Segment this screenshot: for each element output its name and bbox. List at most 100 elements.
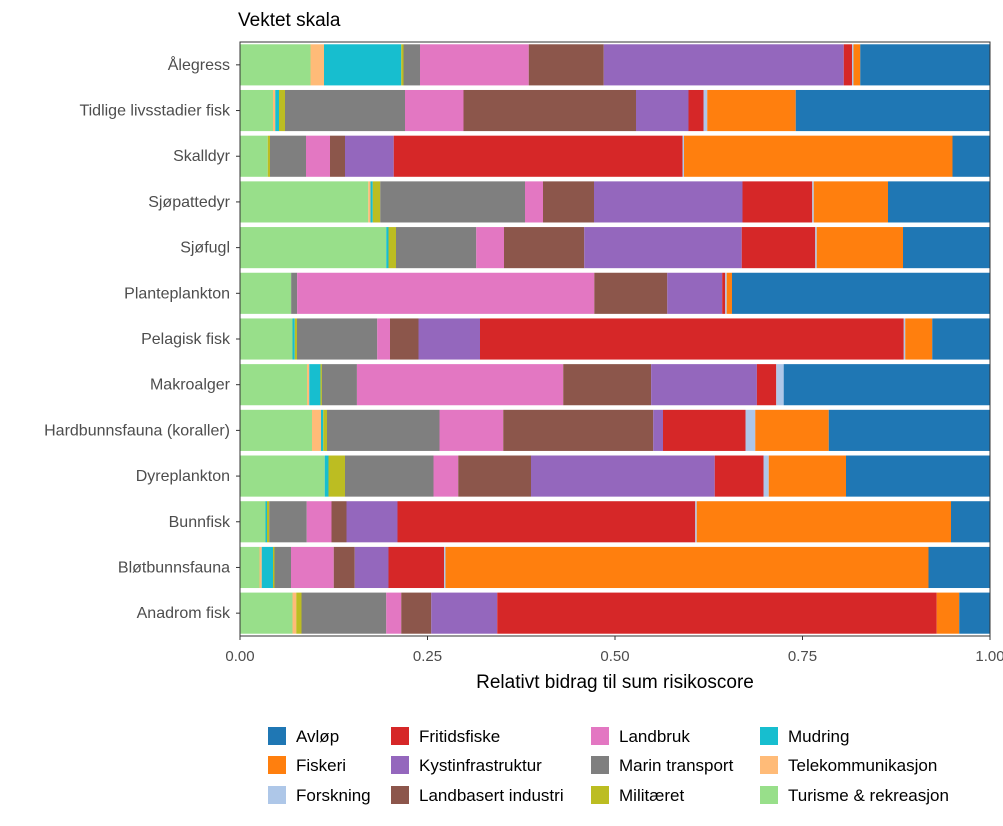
y-axis: Ålegress Tidlige livsstadier fisk Skalldyr… [44, 55, 240, 622]
y-tick-label: Bløtbunnsfauna [118, 559, 230, 576]
bar-segment [952, 135, 990, 177]
bar-segment [320, 364, 322, 406]
bar-segment [903, 227, 990, 269]
x-tick-label: 1.00 [975, 648, 1003, 665]
bar-segment [695, 501, 697, 543]
bar-segment [261, 546, 273, 589]
legend-swatch [760, 727, 778, 745]
legend-swatch [268, 786, 286, 804]
bar-segment [932, 318, 990, 360]
legend-swatch [591, 727, 609, 745]
bar-segment [463, 89, 636, 132]
legend-swatch [760, 756, 778, 774]
bar-segment [279, 89, 285, 132]
legend-swatch [760, 786, 778, 804]
bar-segment [688, 89, 704, 132]
legend-label: Fiskeri [296, 756, 346, 775]
bar-segment [327, 409, 440, 451]
bar-segment [333, 546, 355, 589]
bar-segment [390, 318, 419, 360]
bar-segment [815, 227, 817, 269]
bar-segment [267, 135, 270, 177]
bar-segment [405, 89, 464, 132]
bar-segment [323, 409, 327, 451]
bar-segment [696, 501, 951, 543]
bar-segment [240, 592, 293, 634]
y-tick-label: Hardbunnsfauna (koraller) [44, 422, 230, 439]
bar-segment [439, 409, 504, 451]
bar-segment [594, 181, 743, 223]
bar-segment [755, 409, 829, 451]
bar-segment [458, 455, 531, 497]
bar-segment [330, 135, 345, 177]
bar-segment [259, 546, 262, 589]
bar-segment [240, 409, 312, 451]
legend-label: Avløp [296, 727, 339, 746]
bar-segment [828, 409, 990, 451]
bar-segment [291, 272, 298, 314]
bar-segment [525, 181, 543, 223]
bar-segment [345, 455, 434, 497]
legend-swatch [391, 727, 409, 745]
legend-label: Fritidsfiske [419, 727, 500, 746]
bar-segment [368, 181, 371, 223]
bar-segment [294, 318, 297, 360]
bar-segment [388, 227, 396, 269]
bar-segment [310, 44, 324, 86]
bar-segment [306, 135, 330, 177]
bar-segment [331, 501, 347, 543]
bar-segment [663, 409, 746, 451]
bars-layer [240, 44, 990, 634]
x-tick-label: 0.00 [225, 648, 254, 665]
bar-segment [853, 44, 861, 86]
legend-swatch [391, 756, 409, 774]
bar-segment [504, 227, 585, 269]
bar-segment [380, 181, 525, 223]
bar-segment [741, 227, 816, 269]
bar-segment [795, 89, 990, 132]
bar-segment [928, 546, 990, 589]
legend-label: Marin transport [619, 756, 734, 775]
bar-segment [297, 318, 378, 360]
bar-segment [265, 501, 267, 543]
bar-segment [240, 227, 387, 269]
bar-segment [309, 364, 321, 406]
bar-segment [345, 135, 394, 177]
bar-segment [403, 44, 420, 86]
bar-segment [240, 181, 369, 223]
x-tick-label: 0.25 [413, 648, 442, 665]
bar-segment [860, 44, 990, 86]
bar-segment [328, 455, 345, 497]
bar-segment [240, 364, 308, 406]
bar-segment [240, 455, 325, 497]
legend-swatch [268, 727, 286, 745]
bar-segment [603, 44, 844, 86]
bar-segment [240, 135, 268, 177]
legend-label: Telekommunikasjon [788, 756, 937, 775]
bar-segment [936, 592, 960, 634]
y-tick-label: Planteplankton [124, 285, 230, 302]
bar-segment [684, 135, 953, 177]
bar-segment [240, 44, 311, 86]
y-tick-label: Bunnfisk [169, 514, 231, 531]
bar-segment [273, 546, 275, 589]
panel-border [239, 41, 991, 637]
y-tick-label: Tidlige livsstadier fisk [79, 103, 231, 120]
y-tick-label: Sjøpattedyr [148, 194, 230, 211]
bar-segment [431, 592, 498, 634]
x-axis-label: Relativt bidrag til sum risikoscore [476, 672, 754, 693]
bar-segment [703, 89, 708, 132]
bar-segment [346, 501, 398, 543]
y-tick-label: Anadrom fisk [137, 605, 231, 622]
bar-segment [240, 272, 292, 314]
bar-segment [714, 455, 764, 497]
bar-segment [386, 227, 389, 269]
bar-segment [763, 455, 769, 497]
bar-segment [731, 272, 990, 314]
bar-segment [653, 409, 663, 451]
bar-segment [296, 592, 302, 634]
bar-segment [372, 181, 381, 223]
bar-segment [292, 318, 295, 360]
bar-segment [905, 318, 933, 360]
bar-segment [843, 44, 852, 86]
